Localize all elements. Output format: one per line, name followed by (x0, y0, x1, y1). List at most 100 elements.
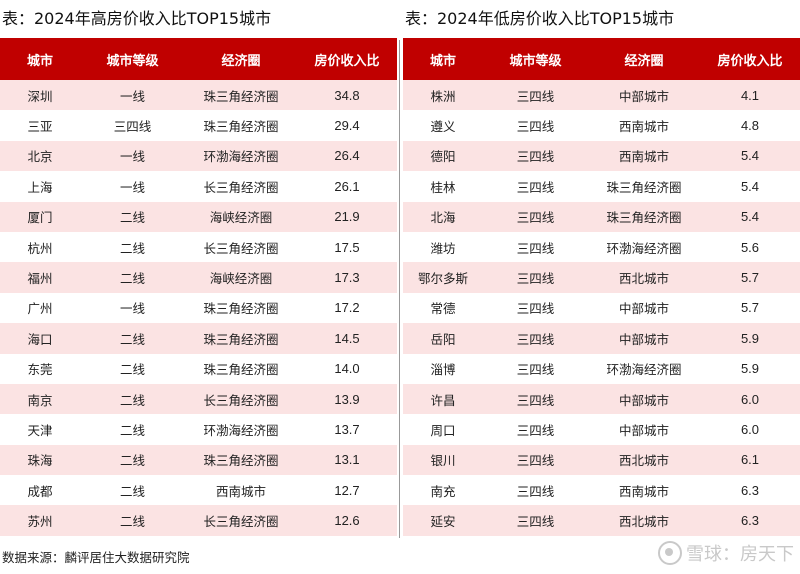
cell-economic-zone: 环渤海经济圈 (588, 231, 700, 263)
table-row: 遵义 三四线 西南城市 4.8 (403, 110, 800, 141)
table-row: 银川 三四线 西北城市 6.1 (403, 444, 800, 476)
table-row: 岳阳 三四线 中部城市 5.9 (403, 323, 800, 354)
cell-ratio: 17.2 (297, 292, 397, 324)
cell-economic-zone: 西北城市 (588, 505, 700, 536)
cell-economic-zone: 西南城市 (588, 140, 700, 172)
cell-ratio: 12.7 (297, 475, 397, 506)
cell-economic-zone: 珠三角经济圈 (185, 444, 297, 476)
cell-economic-zone: 珠三角经济圈 (185, 353, 297, 384)
header-city: 城市 (403, 38, 483, 80)
cell-tier: 一线 (80, 171, 185, 202)
watermark: 雪球：房天下 (658, 540, 794, 566)
cell-tier: 三四线 (483, 262, 588, 293)
cell-tier: 三四线 (80, 110, 185, 141)
cell-tier: 三四线 (483, 505, 588, 536)
cell-ratio: 5.4 (700, 171, 800, 202)
cell-ratio: 5.6 (700, 231, 800, 263)
table-row: 许昌 三四线 中部城市 6.0 (403, 383, 800, 415)
cell-tier: 三四线 (483, 201, 588, 232)
cell-ratio: 6.3 (700, 505, 800, 536)
cell-city: 株洲 (403, 80, 483, 111)
cell-economic-zone: 西北城市 (588, 262, 700, 293)
cell-tier: 三四线 (483, 80, 588, 111)
cell-ratio: 17.3 (297, 262, 397, 293)
cell-city: 岳阳 (403, 323, 483, 354)
table-row: 成都 二线 西南城市 12.7 (0, 475, 397, 506)
cell-ratio: 6.3 (700, 475, 800, 506)
cell-tier: 二线 (80, 353, 185, 384)
cell-tier: 一线 (80, 140, 185, 172)
cell-ratio: 34.8 (297, 80, 397, 111)
cell-ratio: 5.7 (700, 292, 800, 324)
table-row: 天津 二线 环渤海经济圈 13.7 (0, 414, 397, 445)
high-ratio-table: 城市 城市等级 经济圈 房价收入比 深圳 一线 珠三角经济圈 34.8 三亚 三四线 珠三角… (0, 38, 397, 536)
cell-ratio: 4.1 (700, 80, 800, 111)
table-row: 德阳 三四线 西南城市 5.4 (403, 140, 800, 172)
cell-city: 常德 (403, 292, 483, 324)
cell-city: 上海 (0, 171, 80, 202)
table-row: 常德 三四线 中部城市 5.7 (403, 292, 800, 324)
header-city: 城市 (0, 38, 80, 80)
cell-ratio: 5.9 (700, 323, 800, 354)
table-row: 福州 二线 海峡经济圈 17.3 (0, 262, 397, 293)
table-row: 上海 一线 长三角经济圈 26.1 (0, 171, 397, 202)
cell-economic-zone: 海峡经济圈 (185, 262, 297, 293)
cell-city: 珠海 (0, 444, 80, 476)
table-row: 淄博 三四线 环渤海经济圈 5.9 (403, 353, 800, 384)
cell-tier: 三四线 (483, 140, 588, 172)
header-economic-zone: 经济圈 (185, 38, 297, 80)
cell-economic-zone: 西北城市 (588, 444, 700, 476)
table-row: 厦门 二线 海峡经济圈 21.9 (0, 201, 397, 232)
cell-tier: 三四线 (483, 383, 588, 415)
table-row: 海口 二线 珠三角经济圈 14.5 (0, 323, 397, 354)
cell-tier: 三四线 (483, 475, 588, 506)
cell-city: 遵义 (403, 110, 483, 141)
table-row: 北京 一线 环渤海经济圈 26.4 (0, 140, 397, 172)
table-row: 桂林 三四线 珠三角经济圈 5.4 (403, 171, 800, 202)
table-row: 延安 三四线 西北城市 6.3 (403, 505, 800, 536)
cell-city: 福州 (0, 262, 80, 293)
cell-economic-zone: 西南城市 (185, 475, 297, 506)
cell-city: 南京 (0, 383, 80, 415)
cell-economic-zone: 珠三角经济圈 (588, 201, 700, 232)
cell-city: 淄博 (403, 353, 483, 384)
table-row: 潍坊 三四线 环渤海经济圈 5.6 (403, 231, 800, 263)
cell-tier: 二线 (80, 323, 185, 354)
cell-ratio: 21.9 (297, 201, 397, 232)
cell-ratio: 14.5 (297, 323, 397, 354)
right-panel: 表：2024年低房价收入比TOP15城市 城市 城市等级 经济圈 房价收入比 株… (403, 0, 800, 536)
cell-ratio: 6.0 (700, 383, 800, 415)
table-row: 杭州 二线 长三角经济圈 17.5 (0, 231, 397, 263)
cell-economic-zone: 长三角经济圈 (185, 231, 297, 263)
cell-tier: 三四线 (483, 414, 588, 445)
cell-city: 深圳 (0, 80, 80, 111)
cell-economic-zone: 环渤海经济圈 (185, 140, 297, 172)
cell-tier: 三四线 (483, 110, 588, 141)
cell-economic-zone: 长三角经济圈 (185, 505, 297, 536)
cell-ratio: 13.1 (297, 444, 397, 476)
cell-tier: 二线 (80, 231, 185, 263)
cell-tier: 二线 (80, 262, 185, 293)
cell-city: 天津 (0, 414, 80, 445)
cell-economic-zone: 长三角经济圈 (185, 171, 297, 202)
cell-city: 北京 (0, 140, 80, 172)
cell-tier: 三四线 (483, 171, 588, 202)
table-header-row: 城市 城市等级 经济圈 房价收入比 (403, 38, 800, 80)
right-table-title: 表：2024年低房价收入比TOP15城市 (405, 9, 675, 28)
cell-city: 厦门 (0, 201, 80, 232)
cell-economic-zone: 中部城市 (588, 414, 700, 445)
data-source-note: 数据来源：麟评居住大数据研究院 (2, 550, 190, 565)
cell-economic-zone: 珠三角经济圈 (588, 171, 700, 202)
cell-ratio: 5.7 (700, 262, 800, 293)
panel-divider (399, 40, 400, 538)
cell-economic-zone: 中部城市 (588, 292, 700, 324)
header-tier: 城市等级 (483, 38, 588, 80)
cell-economic-zone: 海峡经济圈 (185, 201, 297, 232)
cell-city: 三亚 (0, 110, 80, 141)
cell-ratio: 4.8 (700, 110, 800, 141)
table-row: 广州 一线 珠三角经济圈 17.2 (0, 292, 397, 324)
table-row: 珠海 二线 珠三角经济圈 13.1 (0, 444, 397, 476)
cell-city: 桂林 (403, 171, 483, 202)
cell-tier: 三四线 (483, 231, 588, 263)
cell-economic-zone: 中部城市 (588, 383, 700, 415)
